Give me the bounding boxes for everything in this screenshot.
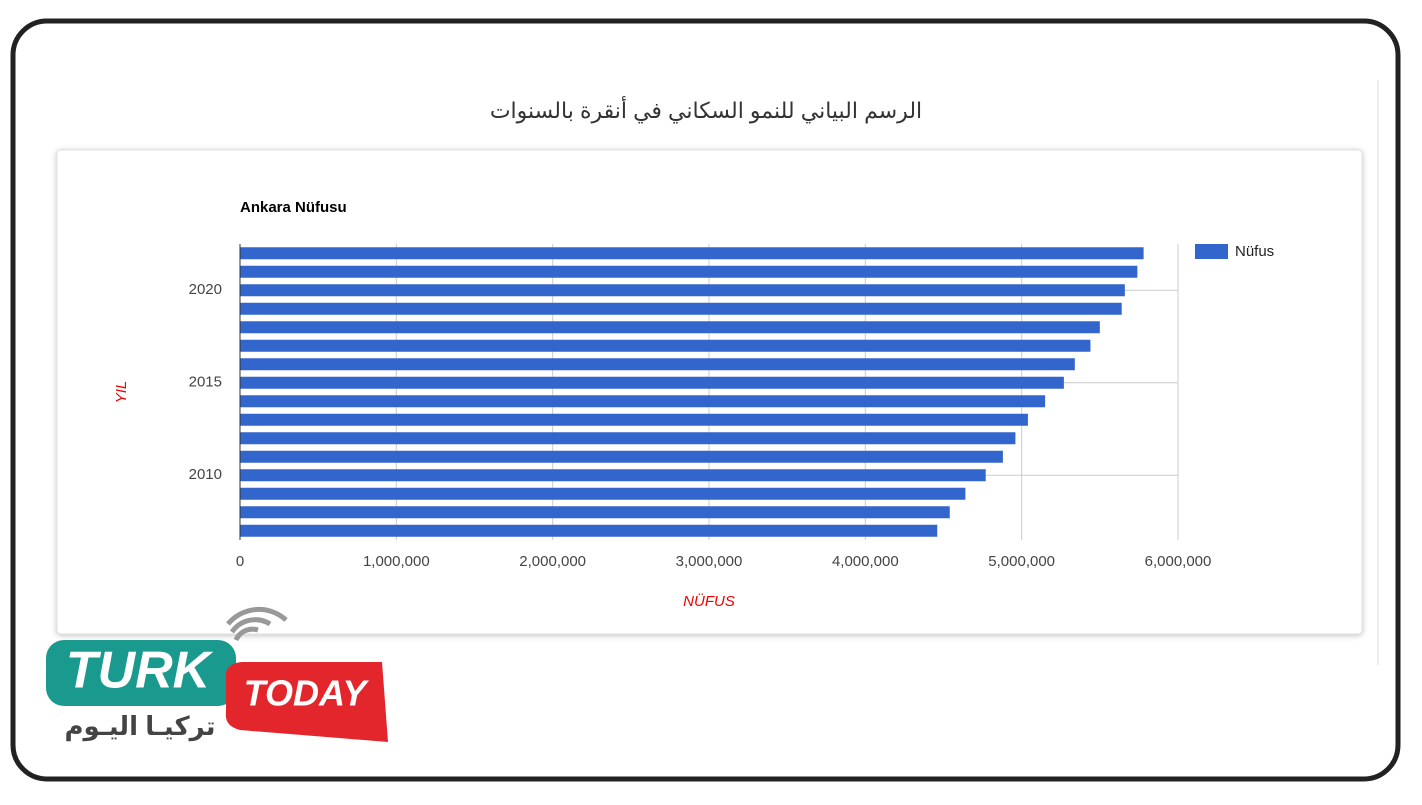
bar [240,506,950,519]
y-tick-label: 2010 [189,466,222,483]
x-axis-title: NÜFUS [683,592,735,610]
chart-title: Ankara Nüfusu [240,199,347,216]
x-tick-label: 5,000,000 [988,553,1055,570]
bar [240,321,1100,334]
legend-swatch [1195,244,1228,259]
legend-label: Nüfus [1235,243,1274,260]
bar [240,469,986,482]
logo-turk: TURK [66,642,214,700]
bar [240,395,1046,408]
bar [240,450,1003,463]
page-title: الرسم البياني للنمو السكاني في أنقرة بال… [490,96,922,124]
logo-turk-bg [46,640,236,706]
logo-signal [226,606,288,642]
bar [240,284,1125,297]
bar [240,358,1075,371]
bar [240,524,938,537]
x-tick-label: 6,000,000 [1145,553,1212,570]
y-tick-label: 2015 [189,374,222,391]
bar [240,339,1091,352]
logo-arabic: تركيـا اليـوم [64,711,215,742]
bar [240,302,1122,315]
logo-today-bg [225,662,388,742]
logo-today: TODAY [244,673,370,714]
x-tick-label: 0 [236,553,244,570]
plot: 0 1,000,000 2,000,000 3,000,000 4,000,000 5,0… [189,243,1275,570]
x-tick-label: 3,000,000 [676,553,743,570]
x-tick-label: 4,000,000 [832,553,899,570]
bar [240,247,1144,260]
x-tick-label: 2,000,000 [519,553,586,570]
bar [240,432,1016,445]
y-axis-title: YIL [113,381,130,404]
bar [240,413,1028,426]
y-tick-label: 2020 [189,281,222,298]
x-tick-label: 1,000,000 [363,553,430,570]
bar [240,376,1064,389]
bar [240,487,966,500]
logo: TURK TODAY تركيـا اليـوم [46,606,388,742]
bar [240,265,1138,278]
